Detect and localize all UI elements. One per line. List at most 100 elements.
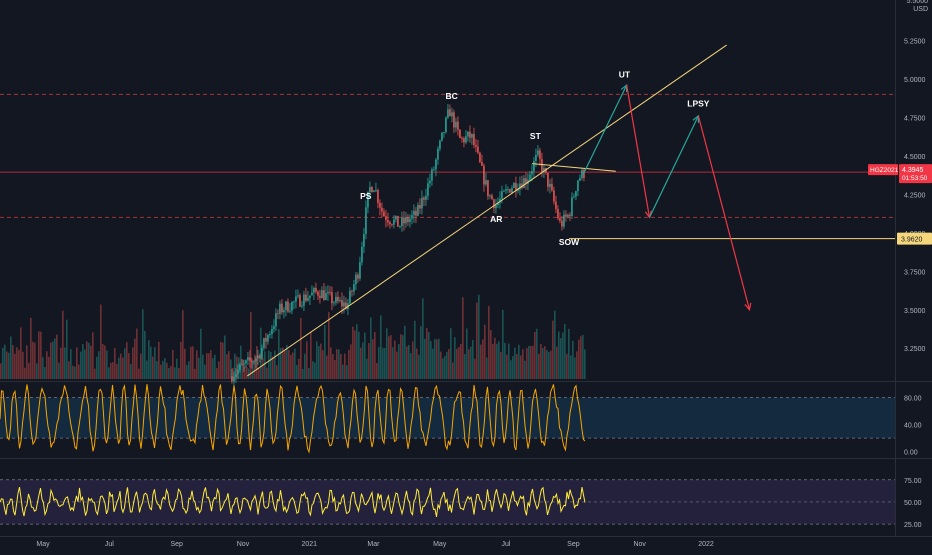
candle	[533, 161, 535, 172]
volume-bar	[402, 335, 404, 379]
candle	[473, 134, 475, 145]
volume-bar	[368, 343, 370, 379]
price-axis-currency: USD	[913, 6, 928, 13]
volume-bar	[386, 328, 388, 379]
volume-bar	[340, 353, 342, 379]
candle	[271, 329, 273, 334]
volume-bar	[16, 347, 18, 379]
volume-bar	[92, 332, 94, 379]
volume-bar	[110, 362, 112, 379]
volume-bar	[176, 358, 178, 379]
volume-bar	[50, 342, 52, 379]
candle	[245, 360, 247, 364]
candle	[519, 183, 521, 190]
candle	[369, 187, 371, 192]
volume-bar	[576, 351, 578, 379]
candle	[327, 291, 329, 294]
volume-bar	[408, 345, 410, 379]
volume-bar	[20, 327, 22, 379]
price-tick: 4.5000	[904, 154, 926, 161]
volume-bar	[108, 367, 110, 379]
volume-bar	[328, 312, 330, 379]
candle	[557, 208, 559, 219]
candle	[561, 220, 563, 227]
candle	[279, 303, 281, 314]
candle	[491, 195, 493, 200]
volume-bar	[280, 348, 282, 379]
volume-bar	[152, 356, 154, 379]
candle	[357, 274, 359, 279]
candle	[513, 183, 515, 188]
volume-bar	[488, 305, 490, 379]
volume-bar	[14, 353, 16, 379]
candle	[285, 301, 287, 311]
volume-bar	[130, 363, 132, 379]
candle	[391, 224, 393, 225]
volume-bar	[568, 328, 570, 379]
volume-bar	[62, 310, 64, 379]
candle	[475, 144, 477, 147]
volume-bar	[432, 348, 434, 379]
volume-bar	[512, 356, 514, 379]
volume-bar	[484, 324, 486, 379]
volume-bar	[520, 355, 522, 379]
annotation-label: AR	[490, 214, 502, 224]
volume-bar	[192, 346, 194, 379]
volume-bar	[272, 356, 274, 379]
volume-bar	[320, 343, 322, 379]
candle	[459, 129, 461, 138]
volume-bar	[100, 304, 102, 379]
volume-bar	[220, 341, 222, 379]
candle	[567, 214, 569, 217]
price-tick: 5.5000	[907, 0, 929, 5]
volume-bar	[28, 362, 30, 379]
annotation-label: UT	[619, 69, 631, 79]
candle	[415, 210, 417, 216]
volume-bar	[104, 345, 106, 379]
candle	[413, 210, 415, 216]
volume-bar	[496, 343, 498, 379]
volume-bar	[348, 349, 350, 379]
volume-bar	[494, 337, 496, 379]
volume-bar	[302, 368, 304, 379]
volume-bar	[544, 346, 546, 379]
candle	[571, 197, 573, 217]
last-price-value: 4.3945	[902, 167, 924, 174]
candle	[397, 215, 399, 227]
candle	[405, 216, 407, 224]
volume-bar	[170, 365, 172, 379]
volume-bar	[546, 350, 548, 379]
volume-bar	[180, 341, 182, 379]
candle	[353, 284, 355, 292]
volume-bar	[474, 358, 476, 379]
volume-bar	[338, 349, 340, 379]
candle	[451, 112, 453, 117]
price-candles	[231, 103, 585, 386]
oscillator-2-tick: 75.00	[904, 478, 922, 485]
candle	[503, 190, 505, 192]
volume-bar	[478, 294, 480, 379]
projection-arrow-head-3	[744, 302, 752, 312]
candle	[307, 297, 309, 301]
candle	[565, 214, 567, 217]
candle	[411, 215, 413, 219]
volume-bar	[542, 347, 544, 379]
candle	[281, 303, 283, 313]
volume-bar	[500, 351, 502, 379]
volume-bar	[210, 350, 212, 379]
volume-bar	[186, 364, 188, 379]
volume-bar	[82, 344, 84, 379]
volume-bar	[222, 342, 224, 379]
volume-bar	[406, 346, 408, 379]
symbol-badge: HGZ2021	[870, 167, 899, 174]
candle	[449, 109, 451, 117]
volume-bar	[114, 347, 116, 379]
volume-bar	[458, 347, 460, 379]
volume-bar	[160, 364, 162, 379]
candle	[341, 300, 343, 307]
projection-arrow-3	[697, 115, 751, 310]
volume-bar	[290, 354, 292, 379]
